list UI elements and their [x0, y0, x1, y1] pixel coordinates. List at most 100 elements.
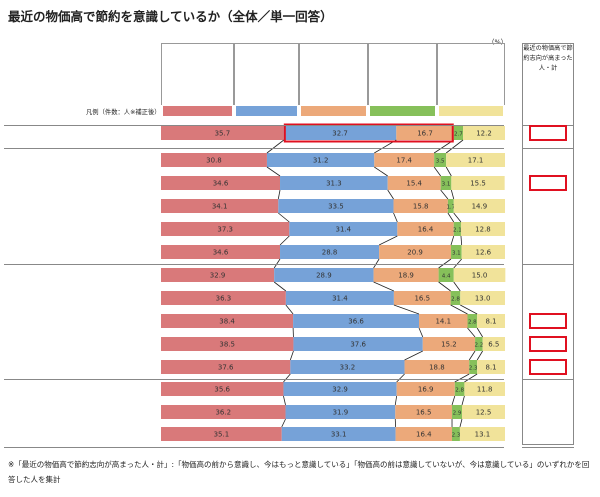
footnote: ※「最近の物価高で節約志向が高まった人・計」:「物価高の前から意識し、今はもっと…: [8, 460, 590, 484]
bar-segment: [440, 176, 452, 190]
connector-line: [461, 395, 465, 406]
data-label: 15.0: [472, 272, 488, 280]
bar-segment: [161, 382, 284, 396]
header-box-2: [234, 43, 299, 105]
connector-line: [450, 189, 455, 200]
bar-segment: [379, 245, 451, 259]
bar-segment: [290, 360, 405, 374]
total-value: [529, 267, 567, 283]
data-label: 1.7: [446, 205, 455, 211]
connector-line: [445, 139, 464, 154]
bar-segment: [393, 291, 451, 305]
header-series-5: [441, 45, 501, 105]
bar-segment: [266, 153, 375, 167]
data-label: 15.5: [470, 180, 486, 188]
row-separator: [4, 148, 504, 149]
connector-line: [440, 189, 449, 200]
bar-segment: [450, 291, 461, 305]
data-label: 2.8: [451, 297, 460, 303]
data-label: 31.3: [326, 180, 342, 188]
connector-line: [289, 350, 294, 361]
bar-segment: [281, 427, 396, 441]
data-label: 2.8: [455, 388, 464, 394]
data-label: 14.1: [435, 318, 451, 326]
connector-line: [277, 189, 281, 200]
bar-segment: [453, 126, 464, 140]
bar-segment: [475, 337, 483, 351]
connector-line: [378, 235, 398, 246]
header-box-4: [368, 43, 437, 105]
bar-segment: [161, 405, 286, 419]
bar-segment: [477, 360, 505, 374]
data-label: 16.7: [417, 130, 433, 138]
total-value: [529, 152, 567, 168]
header-box-3: [299, 43, 368, 105]
data-label: 35.7: [215, 130, 231, 138]
data-label: 12.8: [475, 226, 491, 234]
data-label: 31.2: [313, 157, 329, 165]
data-label: 2.3: [469, 366, 478, 372]
connector-line: [283, 373, 291, 383]
data-label: 33.2: [340, 364, 356, 372]
legend-swatch-5: [439, 106, 503, 116]
data-label: 15.8: [413, 203, 429, 211]
connector-line: [453, 281, 461, 292]
bar-segment: [469, 360, 478, 374]
connector-line: [451, 395, 456, 406]
connector-line: [273, 281, 287, 292]
bar-segment: [293, 314, 419, 328]
data-label: 31.4: [336, 226, 352, 234]
connector-line: [476, 327, 483, 338]
data-label: 2.2: [474, 343, 483, 349]
bar-segment: [280, 176, 388, 190]
connector-line: [283, 395, 286, 406]
connector-line: [450, 235, 455, 246]
bar-segment: [161, 126, 284, 140]
data-label: 18.9: [398, 272, 414, 280]
bar-segment: [396, 382, 455, 396]
data-label: 14.9: [472, 203, 488, 211]
data-label: 36.3: [216, 295, 232, 303]
page-title: 最近の物価高で節約を意識しているか（全体／単一回答）: [8, 9, 333, 24]
connector-line: [404, 350, 423, 361]
data-label: 4.4: [442, 274, 451, 280]
legend-swatch-1: [163, 106, 232, 116]
bar-segment: [477, 314, 505, 328]
total-value: [529, 381, 567, 397]
bar-segment: [404, 360, 470, 374]
bar-segment: [422, 337, 476, 351]
bar-segment: [161, 153, 267, 167]
legend-label: 凡例（件数：人※補正後）: [86, 109, 161, 116]
data-label: 8.1: [485, 318, 496, 326]
data-label: 15.2: [441, 341, 457, 349]
data-label: 16.5: [416, 409, 432, 417]
data-label: 3.1: [442, 182, 451, 188]
data-label: 33.5: [328, 203, 344, 211]
row-separator: [4, 379, 504, 380]
unit-label: （%）: [488, 38, 508, 46]
data-label: 3.5: [436, 159, 445, 165]
data-label: 18.8: [429, 364, 445, 372]
bar-segment: [283, 126, 397, 140]
connector-line: [278, 212, 290, 223]
bar-segment: [161, 427, 282, 441]
bar-segment: [393, 199, 448, 213]
connector-line: [418, 327, 424, 338]
data-label: 28.9: [316, 272, 332, 280]
bar-segment: [462, 405, 505, 419]
data-label: 37.6: [350, 341, 366, 349]
bar-segment: [274, 268, 374, 282]
connector-line: [374, 139, 397, 154]
connector-line: [447, 212, 455, 223]
total-value: [529, 290, 567, 306]
total-value: [529, 244, 567, 260]
bar-segment: [161, 314, 294, 328]
bar-segment: [395, 427, 453, 441]
bar-segment: [459, 427, 505, 441]
connector-line: [454, 373, 470, 383]
header-series-4: [372, 45, 433, 105]
data-label: 36.2: [215, 409, 231, 417]
row-separator: [4, 125, 504, 126]
header-series-2: [238, 45, 295, 105]
connector-line: [445, 166, 452, 177]
